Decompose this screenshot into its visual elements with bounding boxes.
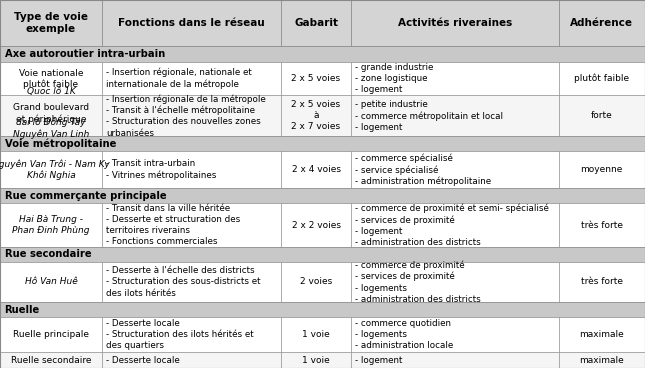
Bar [281,204,351,247]
Bar [102,262,281,302]
Text: Ruelle secondaire: Ruelle secondaire [11,355,91,365]
Text: Activités riveraines: Activités riveraines [397,18,512,28]
Text: moyenne: moyenne [580,165,623,174]
Text: - Insertion régionale, nationale et
internationale de la métropole: - Insertion régionale, nationale et inte… [106,68,252,89]
Bar [0,136,645,151]
Bar [351,352,559,368]
Text: Hai Bà Trung -
Phan Đinh Phùng: Hai Bà Trung - Phan Đinh Phùng [12,215,90,235]
Text: maximale: maximale [579,355,624,365]
Bar [102,61,281,95]
Text: 2 x 2 voies: 2 x 2 voies [292,221,341,230]
Text: Rue commerçante principale: Rue commerçante principale [5,191,166,201]
Bar [102,352,281,368]
Text: 2 voies: 2 voies [300,277,332,286]
Bar [102,0,281,46]
Bar [559,317,645,352]
Bar [559,151,645,188]
Text: - commerce quotidien
- logements
- administration locale: - commerce quotidien - logements - admin… [355,319,453,350]
Bar [351,151,559,188]
Bar [0,0,102,46]
Text: 2 x 4 voies: 2 x 4 voies [292,165,341,174]
Bar [0,317,102,352]
Bar [0,61,102,95]
Bar [351,204,559,247]
Text: - Desserte locale: - Desserte locale [106,355,179,365]
Bar [102,95,281,136]
Text: - logement: - logement [355,355,402,365]
Bar [559,95,645,136]
Bar [102,151,281,188]
Text: très forte: très forte [580,277,623,286]
Bar [281,352,351,368]
Bar [0,204,102,247]
Text: très forte: très forte [580,221,623,230]
Bar [559,0,645,46]
Bar [351,262,559,302]
Text: 1 voie: 1 voie [302,355,330,365]
Bar [0,151,102,188]
Bar [559,61,645,95]
Text: Quoc lô 1K: Quoc lô 1K [26,87,75,96]
Bar [0,188,645,204]
Bar [281,317,351,352]
Bar [559,262,645,302]
Bar [281,95,351,136]
Text: dai lô Đông-Tây
Nguyên Van Linh: dai lô Đông-Tây Nguyên Van Linh [13,118,89,139]
Text: plutôt faible: plutôt faible [574,74,630,83]
Text: - commerce spécialisé
- service spécialisé
- administration métropolitaine: - commerce spécialisé - service spéciali… [355,153,491,186]
Bar [351,0,559,46]
Text: maximale: maximale [579,330,624,339]
Bar [281,262,351,302]
Text: Hô Van Huê: Hô Van Huê [25,277,77,286]
Bar [0,262,102,302]
Text: - Insertion régionale de la métropole
- Transit à l'échelle métropolitaine
- Str: - Insertion régionale de la métropole - … [106,94,266,138]
Text: Adhérence: Adhérence [570,18,633,28]
Bar [281,61,351,95]
Text: - Transit intra-urbain
- Vitrines métropolitaines: - Transit intra-urbain - Vitrines métrop… [106,159,216,180]
Bar [0,95,102,136]
Bar [102,317,281,352]
Text: Fonctions dans le réseau: Fonctions dans le réseau [118,18,265,28]
Text: - petite industrie
- commerce métropolitain et local
- logement: - petite industrie - commerce métropolit… [355,100,502,132]
Text: 2 x 5 voies
à
2 x 7 voies: 2 x 5 voies à 2 x 7 voies [292,100,341,131]
Text: Axe autoroutier intra-urbain: Axe autoroutier intra-urbain [5,49,164,59]
Text: - commerce de proximité
- services de proximité
- logements
- administration des: - commerce de proximité - services de pr… [355,260,481,304]
Bar [559,352,645,368]
Text: - Desserte locale
- Structuration des ilots hérités et
des quartiers: - Desserte locale - Structuration des il… [106,319,253,350]
Text: forte: forte [591,112,613,120]
Text: 1 voie: 1 voie [302,330,330,339]
Bar [281,0,351,46]
Text: Ruelle principale: Ruelle principale [13,330,89,339]
Text: Voie métropolitaine: Voie métropolitaine [5,139,116,149]
Text: - grande industrie
- zone logistique
- logement: - grande industrie - zone logistique - l… [355,63,433,94]
Bar [102,204,281,247]
Text: Type de voie
exemple: Type de voie exemple [14,12,88,35]
Bar [0,352,102,368]
Bar [0,247,645,262]
Text: 2 x 5 voies: 2 x 5 voies [292,74,341,83]
Text: Ruelle: Ruelle [5,305,40,315]
Text: Nguyên Van Trôi - Nam Ky
Khôi Nghia: Nguyên Van Trôi - Nam Ky Khôi Nghia [0,159,110,180]
Text: Rue secondaire: Rue secondaire [5,250,91,259]
Bar [351,61,559,95]
Text: Gabarit: Gabarit [294,18,338,28]
Bar [281,151,351,188]
Text: - Transit dans la ville héritée
- Desserte et structuration des
territoires rive: - Transit dans la ville héritée - Desser… [106,204,240,246]
Text: Voie nationale
plutôt faible: Voie nationale plutôt faible [19,68,83,89]
Text: Grand boulevard
et périphérique: Grand boulevard et périphérique [13,103,89,124]
Text: - Desserte à l'échelle des districts
- Structuration des sous-districts et
des i: - Desserte à l'échelle des districts - S… [106,266,261,298]
Bar [0,46,645,61]
Bar [559,204,645,247]
Bar [351,95,559,136]
Text: - commerce de proximité et semi- spécialisé
- services de proximité
- logement
-: - commerce de proximité et semi- spécial… [355,204,549,247]
Bar [351,317,559,352]
Bar [0,302,645,317]
